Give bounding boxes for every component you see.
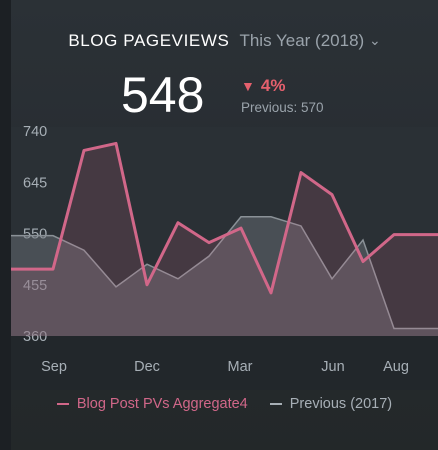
series-area-previous	[11, 216, 438, 336]
legend-item-current[interactable]: Blog Post PVs Aggregate4	[56, 394, 248, 414]
delta-badge: ▼ 4%	[241, 76, 285, 96]
chart-card: BLOG PAGEVIEWS This Year (2018) ⌄ 548 ▼ 4…	[11, 0, 438, 450]
period-label: This Year (2018)	[239, 31, 365, 50]
x-tick-label: Sep	[41, 359, 67, 375]
period-selector[interactable]: This Year (2018) ⌄	[239, 31, 380, 51]
legend-label-current: Blog Post PVs Aggregate4	[76, 396, 248, 412]
y-tick-label: 740	[23, 124, 47, 140]
delta-value: 4%	[260, 76, 286, 95]
x-tick-label: Jun	[321, 359, 344, 375]
chart-header: BLOG PAGEVIEWS This Year (2018) ⌄	[11, 28, 438, 54]
legend-swatch-previous	[269, 403, 282, 405]
line-chart: 740 645 550 455 360 Sep Dec Mar Jun Aug	[11, 124, 438, 390]
legend-label-previous: Previous (2017)	[289, 396, 393, 412]
x-tick-label: Mar	[228, 359, 253, 375]
previous-value: Previous: 570	[241, 100, 324, 115]
y-tick-label: 360	[23, 329, 47, 345]
triangle-down-icon: ▼	[241, 78, 255, 94]
series-line-current	[11, 141, 438, 295]
legend-item-previous[interactable]: Previous (2017)	[269, 394, 393, 414]
series-area-current	[11, 143, 438, 336]
chart-legend: Blog Post PVs Aggregate4 Previous (2017)	[11, 394, 438, 414]
kpi-value: 548	[121, 67, 205, 123]
y-tick-label: 645	[23, 175, 47, 191]
x-tick-label: Dec	[134, 359, 160, 375]
x-axis-band	[11, 336, 438, 390]
chevron-down-icon: ⌄	[368, 32, 381, 48]
legend-swatch-current	[56, 403, 69, 405]
y-tick-label: 455	[23, 278, 47, 294]
y-tick-label: 550	[23, 227, 47, 243]
chart-title: BLOG PAGEVIEWS	[68, 31, 230, 50]
x-tick-label: Aug	[383, 359, 409, 375]
